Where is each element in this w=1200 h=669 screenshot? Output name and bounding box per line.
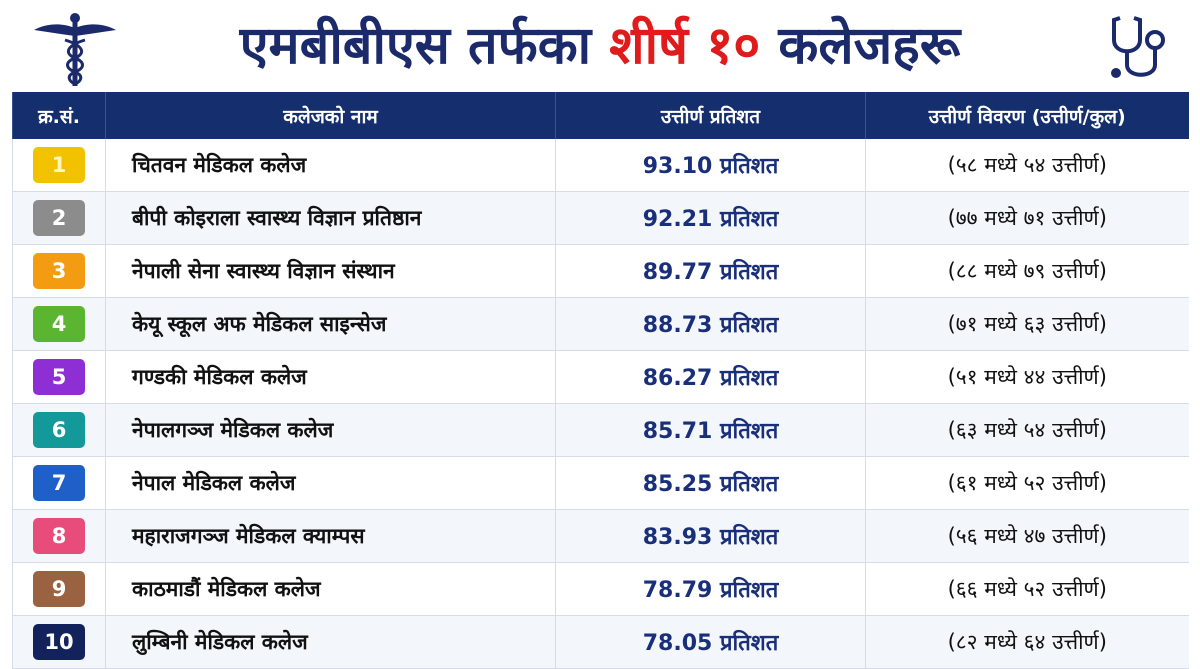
pass-detail: (८८ मध्ये ७९ उत्तीर्ण) bbox=[865, 244, 1189, 298]
rank-cell: 6 bbox=[12, 403, 106, 457]
title-start: एमबीबीएस तर्फका bbox=[239, 16, 592, 76]
column-header: कलेजको नाम bbox=[105, 92, 556, 139]
pass-percent: 92.21 प्रतिशत bbox=[555, 191, 866, 245]
pass-detail: (६३ मध्ये ५४ उत्तीर्ण) bbox=[865, 403, 1189, 457]
pass-percent: 85.71 प्रतिशत bbox=[555, 403, 866, 457]
college-name: बीपी कोइराला स्वास्थ्य विज्ञान प्रतिष्ठा… bbox=[105, 191, 556, 245]
rank-badge: 8 bbox=[33, 518, 85, 554]
rank-badge: 6 bbox=[33, 412, 85, 448]
pass-detail: (५६ मध्ये ४७ उत्तीर्ण) bbox=[865, 509, 1189, 563]
rank-badge: 2 bbox=[33, 200, 85, 236]
rank-cell: 1 bbox=[12, 139, 106, 192]
ranking-table: क्र.सं. कलेजको नाम उत्तीर्ण प्रतिशत उत्तीर्… bbox=[12, 92, 1189, 669]
pass-percent: 78.05 प्रतिशत bbox=[555, 615, 866, 669]
table-row: 8 महाराजगञ्ज मेडिकल क्याम्पस 83.93 प्रतिशत… bbox=[12, 509, 1189, 563]
table-body: 1 चितवन मेडिकल कलेज 93.10 प्रतिशत (५८ मध्ये… bbox=[12, 139, 1189, 669]
caduceus-icon bbox=[34, 13, 116, 86]
table-row: 2 बीपी कोइराला स्वास्थ्य विज्ञान प्रतिष्ठ… bbox=[12, 191, 1189, 245]
pass-detail: (५१ मध्ये ४४ उत्तीर्ण) bbox=[865, 350, 1189, 404]
college-name: चितवन मेडिकल कलेज bbox=[105, 139, 556, 192]
table-row: 10 लुम्बिनी मेडिकल कलेज 78.05 प्रतिशत (८२ म… bbox=[12, 615, 1189, 669]
pass-detail: (८२ मध्ये ६४ उत्तीर्ण) bbox=[865, 615, 1189, 669]
table-row: 7 नेपाल मेडिकल कलेज 85.25 प्रतिशत (६१ मध्ये… bbox=[12, 456, 1189, 510]
college-name: नेपालगञ्ज मेडिकल कलेज bbox=[105, 403, 556, 457]
college-name: लुम्बिनी मेडिकल कलेज bbox=[105, 615, 556, 669]
pass-detail: (६१ मध्ये ५२ उत्तीर्ण) bbox=[865, 456, 1189, 510]
college-name: केयू स्कूल अफ मेडिकल साइन्सेज bbox=[105, 297, 556, 351]
table-row: 4 केयू स्कूल अफ मेडिकल साइन्सेज 88.73 प्रत… bbox=[12, 297, 1189, 351]
college-name: गण्डकी मेडिकल कलेज bbox=[105, 350, 556, 404]
title-end: कलेजहरू bbox=[778, 16, 961, 76]
rank-cell: 2 bbox=[12, 191, 106, 245]
college-name: काठमाडौं मेडिकल कलेज bbox=[105, 562, 556, 616]
college-name: महाराजगञ्ज मेडिकल क्याम्पस bbox=[105, 509, 556, 563]
rank-cell: 7 bbox=[12, 456, 106, 510]
table-row: 1 चितवन मेडिकल कलेज 93.10 प्रतिशत (५८ मध्ये… bbox=[12, 139, 1189, 192]
title: एमबीबीएस तर्फका शीर्ष १० कलेजहरू bbox=[0, 8, 1200, 84]
rank-badge: 5 bbox=[33, 359, 85, 395]
rank-cell: 10 bbox=[12, 615, 106, 669]
pass-percent: 78.79 प्रतिशत bbox=[555, 562, 866, 616]
table-row: 9 काठमाडौं मेडिकल कलेज 78.79 प्रतिशत (६६ मध… bbox=[12, 562, 1189, 616]
table-row: 6 नेपालगञ्ज मेडिकल कलेज 85.71 प्रतिशत (६३ म… bbox=[12, 403, 1189, 457]
header-row: क्र.सं. कलेजको नाम उत्तीर्ण प्रतिशत उत्तीर्… bbox=[12, 92, 1189, 139]
rank-cell: 3 bbox=[12, 244, 106, 298]
column-header: उत्तीर्ण विवरण (उत्तीर्ण/कुल) bbox=[865, 92, 1189, 139]
rank-badge: 1 bbox=[33, 147, 85, 183]
pass-percent: 89.77 प्रतिशत bbox=[555, 244, 866, 298]
column-header: क्र.सं. bbox=[12, 92, 106, 139]
rank-cell: 9 bbox=[12, 562, 106, 616]
rank-cell: 8 bbox=[12, 509, 106, 563]
table-row: 3 नेपाली सेना स्वास्थ्य विज्ञान संस्थान 89… bbox=[12, 244, 1189, 298]
rank-badge: 9 bbox=[33, 571, 85, 607]
college-name: नेपाली सेना स्वास्थ्य विज्ञान संस्थान bbox=[105, 244, 556, 298]
pass-detail: (६६ मध्ये ५२ उत्तीर्ण) bbox=[865, 562, 1189, 616]
pass-detail: (७७ मध्ये ७१ उत्तीर्ण) bbox=[865, 191, 1189, 245]
pass-percent: 86.27 प्रतिशत bbox=[555, 350, 866, 404]
college-name: नेपाल मेडिकल कलेज bbox=[105, 456, 556, 510]
column-header: उत्तीर्ण प्रतिशत bbox=[555, 92, 866, 139]
pass-detail: (७१ मध्ये ६३ उत्तीर्ण) bbox=[865, 297, 1189, 351]
table-row: 5 गण्डकी मेडिकल कलेज 86.27 प्रतिशत (५१ मध्य… bbox=[12, 350, 1189, 404]
rank-cell: 5 bbox=[12, 350, 106, 404]
pass-percent: 88.73 प्रतिशत bbox=[555, 297, 866, 351]
pass-percent: 85.25 प्रतिशत bbox=[555, 456, 866, 510]
rank-badge: 4 bbox=[33, 306, 85, 342]
rank-badge: 3 bbox=[33, 253, 85, 289]
stethoscope-icon bbox=[1111, 16, 1165, 78]
pass-detail: (५८ मध्ये ५४ उत्तीर्ण) bbox=[865, 139, 1189, 192]
title-highlight: शीर्ष १० bbox=[609, 16, 761, 76]
rank-cell: 4 bbox=[12, 297, 106, 351]
rank-badge: 7 bbox=[33, 465, 85, 501]
rank-badge: 10 bbox=[33, 624, 85, 660]
pass-percent: 83.93 प्रतिशत bbox=[555, 509, 866, 563]
pass-percent: 93.10 प्रतिशत bbox=[555, 139, 866, 192]
